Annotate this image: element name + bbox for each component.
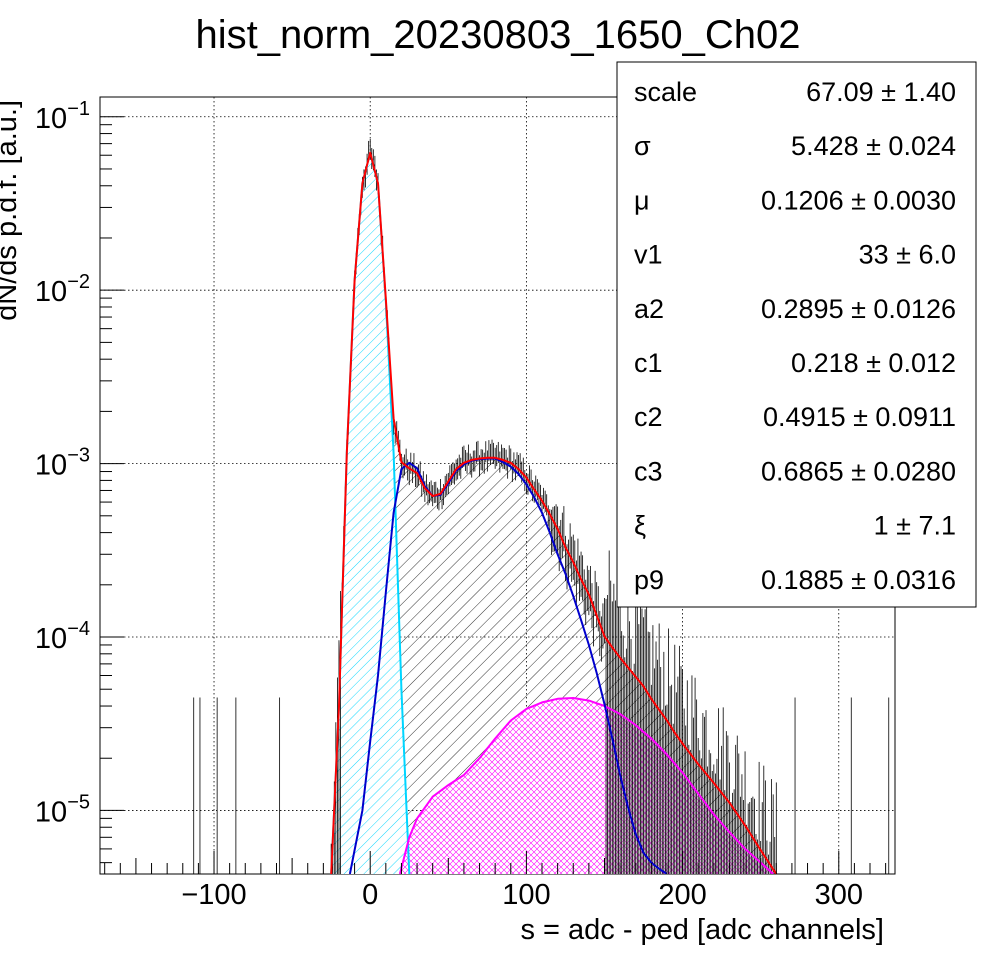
stats-param-value: 0.4915 ± 0.0911 bbox=[763, 402, 956, 432]
stats-param-name: μ bbox=[634, 185, 650, 215]
stats-param-name: ξ bbox=[634, 511, 646, 541]
stats-param-name: c1 bbox=[634, 348, 663, 378]
data-points bbox=[193, 138, 890, 874]
stats-param-value: 0.6865 ± 0.0280 bbox=[761, 456, 956, 486]
chart-title: hist_norm_20230803_1650_Ch02 bbox=[196, 13, 801, 57]
y-tick-label: 10−5 bbox=[35, 791, 90, 828]
y-tick-label: 10−4 bbox=[35, 618, 90, 655]
stats-param-value: 1 ± 7.1 bbox=[874, 511, 956, 541]
stats-box: scale 67.09 ± 1.40 σ 5.428 ± 0.024 μ 0.1206 ±… bbox=[616, 61, 977, 608]
stats-param-value: 33 ± 6.0 bbox=[859, 240, 956, 270]
stats-param-name: p9 bbox=[634, 565, 664, 595]
y-tick-label: 10−3 bbox=[35, 445, 90, 482]
stats-param-value: 5.428 ± 0.024 bbox=[791, 131, 956, 161]
stats-param-name: σ bbox=[634, 131, 651, 161]
total-fit-curve bbox=[330, 151, 778, 874]
single-pe-curve bbox=[348, 457, 668, 874]
stats-param-name: v1 bbox=[634, 240, 663, 270]
stats-param-value: 0.218 ± 0.012 bbox=[791, 348, 956, 378]
axes: −100 0 100 200 300 10−1 10−2 10−3 10−4 10−5 bbox=[35, 98, 887, 911]
x-tick-label: 0 bbox=[362, 879, 378, 911]
y-tick-label: 10−1 bbox=[35, 98, 90, 135]
stats-param-name: c3 bbox=[634, 456, 663, 486]
stats-param-value: 67.09 ± 1.40 bbox=[806, 77, 956, 107]
x-tick-label: 300 bbox=[815, 879, 863, 911]
stats-param-value: 0.1885 ± 0.0316 bbox=[761, 565, 956, 595]
stats-param-value: 0.2895 ± 0.0126 bbox=[761, 294, 956, 324]
x-tick-label: 100 bbox=[502, 879, 550, 911]
stats-param-name: c2 bbox=[634, 402, 663, 432]
y-tick-label: 10−2 bbox=[35, 271, 90, 308]
stats-param-value: 0.1206 ± 0.0030 bbox=[761, 185, 956, 215]
pedestal-area-hatch bbox=[331, 152, 410, 874]
y-axis-label: dN/ds p.d.f. [a.u.] bbox=[0, 100, 23, 321]
multi-pe-curve bbox=[398, 697, 774, 874]
x-tick-label: 200 bbox=[658, 879, 706, 911]
x-tick-label: −100 bbox=[181, 879, 246, 911]
stats-param-name: a2 bbox=[634, 294, 664, 324]
x-axis-label: s = adc - ped [adc channels] bbox=[520, 914, 884, 946]
stats-param-name: scale bbox=[634, 77, 697, 107]
fit-curves bbox=[330, 151, 778, 874]
total-fit-hatch bbox=[331, 152, 777, 874]
